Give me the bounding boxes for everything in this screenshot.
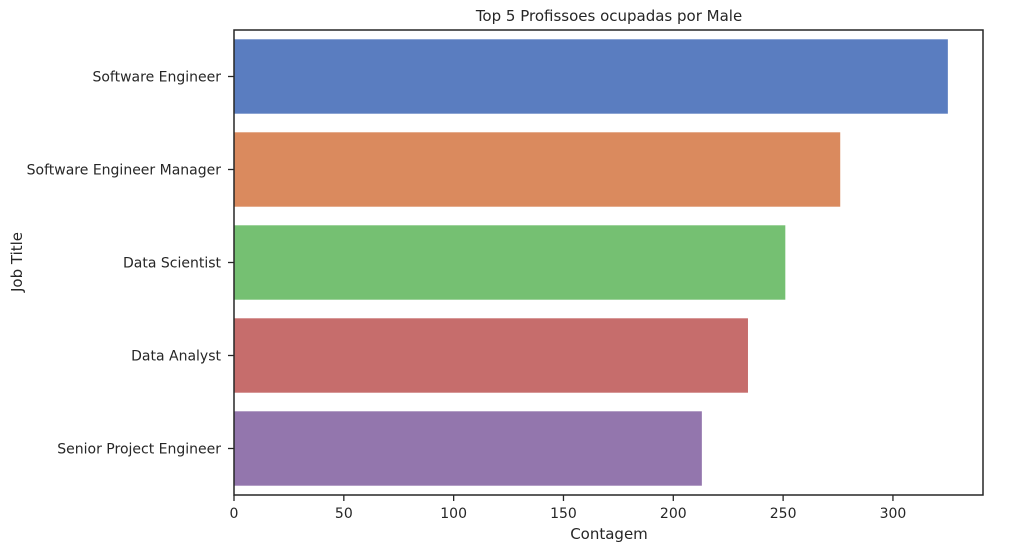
- y-tick-label: Senior Project Engineer: [57, 442, 221, 458]
- bar-data-analyst: [234, 318, 748, 393]
- x-axis-ticks: 0 50 100 150 200 250 300: [230, 495, 907, 522]
- x-tick-label: 200: [660, 506, 687, 522]
- y-tick-label: Software Engineer Manager: [27, 163, 222, 179]
- bar-data-scientist: [234, 225, 786, 300]
- x-tick-label: 150: [550, 506, 577, 522]
- y-tick-label: Data Analyst: [131, 349, 221, 365]
- y-tick-label: Data Scientist: [123, 256, 222, 272]
- y-axis-label: Job Title: [8, 232, 26, 293]
- bars-group: [234, 39, 948, 486]
- y-axis-ticks: Software Engineer Software Engineer Manag…: [27, 70, 234, 458]
- x-tick-label: 0: [230, 506, 239, 522]
- x-axis-label: Contagem: [570, 525, 648, 543]
- x-tick-label: 50: [335, 506, 353, 522]
- chart-title: Top 5 Profissoes ocupadas por Male: [475, 7, 742, 25]
- x-tick-label: 100: [440, 506, 467, 522]
- bar-senior-project-engineer: [234, 411, 702, 486]
- plot-frame: [233, 29, 984, 496]
- bar-software-engineer: [234, 39, 948, 114]
- bar-software-engineer-manager: [234, 132, 841, 207]
- y-tick-label: Software Engineer: [92, 70, 221, 86]
- x-tick-label: 250: [770, 506, 797, 522]
- x-tick-label: 300: [880, 506, 907, 522]
